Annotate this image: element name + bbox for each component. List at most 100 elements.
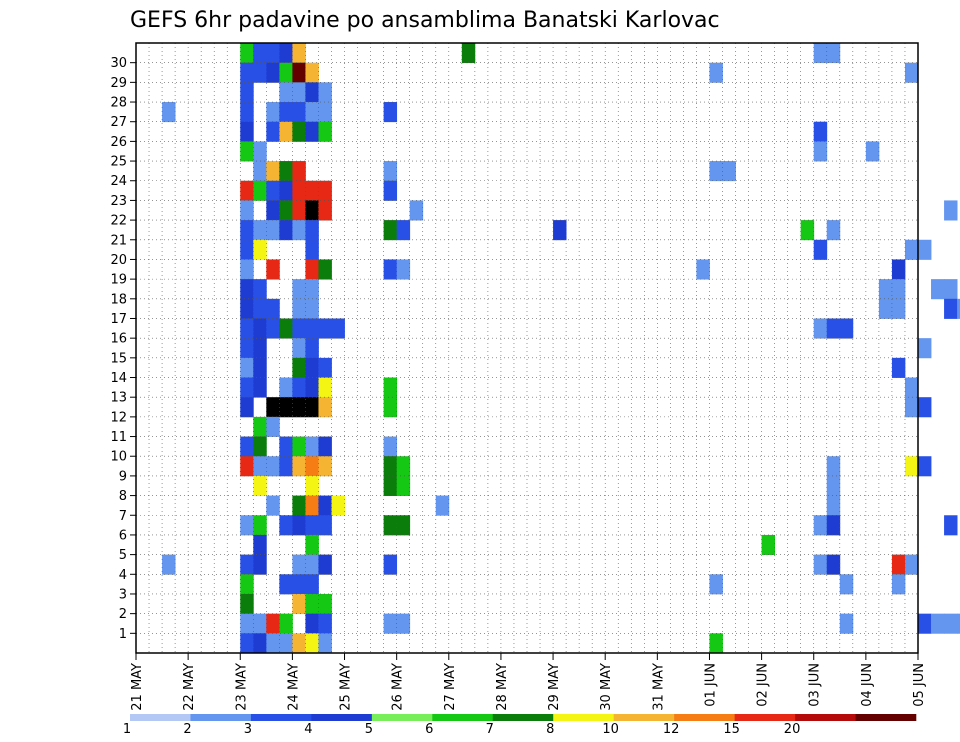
date-tick-label: 22 MAY [182,663,197,711]
colorbar-tick-label: 10 [602,722,619,737]
member-tick-label: 10 [110,450,127,465]
precip-cell [305,279,319,300]
precip-cell [240,318,254,339]
precip-cell [839,613,854,634]
precip-cell [839,318,854,339]
member-tick-label: 9 [119,469,127,484]
precip-cell [266,298,280,319]
precip-cell [240,574,254,595]
date-tick-label: 02 JUN [756,663,771,707]
precip-cell [305,515,319,536]
member-tick-label: 7 [119,509,127,524]
colorbar-tick-label: 15 [723,722,740,737]
precip-cell [240,200,254,221]
precip-cell [162,554,176,575]
precip-cell [318,456,332,477]
member-tick-label: 28 [110,96,127,111]
member-tick-label: 4 [119,568,127,583]
precip-cell [240,633,254,654]
precip-cell [292,200,306,221]
precip-cell [240,259,254,280]
date-tick-label: 25 MAY [339,663,354,711]
colorbar-tick-label: 7 [486,722,494,737]
precip-cell [305,180,319,201]
precip-cell [826,515,841,536]
precip-cell [266,416,280,437]
member-tick-label: 20 [110,253,127,268]
precip-cell [318,515,332,536]
precip-cell [305,534,319,556]
precip-cell [878,279,893,300]
precip-cell [240,554,254,575]
precip-cell [292,456,306,477]
precip-cell [266,259,280,280]
precip-cell [279,574,293,595]
precip-cell [813,239,828,260]
precip-cell [292,574,306,595]
precip-cell [891,574,906,595]
precip-cell [891,279,906,300]
precip-cell [722,161,736,182]
member-tick-label: 2 [119,607,127,622]
precip-cell [813,141,828,162]
precip-cell [279,220,293,241]
precip-cell [918,456,932,477]
member-tick-label: 21 [110,233,127,248]
colorbar-swatch [674,714,735,721]
precip-cell [266,318,280,339]
precip-cell [292,593,306,615]
plot-frame [135,42,919,654]
date-tick-label: 04 JUN [860,663,875,707]
precip-cell [253,62,267,83]
precip-cell [826,456,841,477]
precip-cell [383,377,398,398]
precip-cell [240,239,254,260]
precip-cell [709,574,723,595]
colorbar-swatch [492,714,554,721]
precip-cell [279,121,293,142]
precip-cell [305,397,319,418]
precip-cell [292,220,306,241]
precip-cell [865,141,880,162]
precip-cell [318,633,332,654]
precip-cell [266,121,280,142]
precip-cell [292,338,306,359]
precip-cell [292,515,306,536]
precip-cell [826,475,841,496]
precip-cell [240,121,254,142]
precip-cell [253,554,267,575]
precip-cell [279,200,293,221]
precip-cell [266,495,280,516]
precip-cell [253,298,267,319]
colorbar-swatch [795,714,856,721]
precip-cell [266,43,280,64]
colorbar-tick-label: 4 [304,722,312,737]
precip-cell [292,82,306,103]
precip-cell [305,239,319,260]
precip-cell [253,416,267,437]
precip-cell [305,357,319,378]
precip-cell [305,633,319,654]
precip-cell [240,515,254,536]
precip-cell [383,220,398,241]
precip-cell [383,397,398,418]
colorbar-swatch [311,714,373,721]
member-tick-label: 14 [110,371,127,386]
precip-cell [944,279,958,300]
date-tick-label: 01 JUN [703,663,718,707]
precip-cell [318,613,332,634]
precip-cell [918,239,932,260]
date-tick-label: 26 MAY [391,663,406,711]
precip-cell [396,515,411,536]
precip-cell [292,357,306,378]
precip-cell [266,180,280,201]
precip-cell [891,298,906,319]
precip-cell [240,180,254,201]
date-tick-label: 27 MAY [443,663,458,711]
precip-cell [331,495,345,516]
precip-cell [279,397,293,418]
precip-cell [383,554,398,575]
precip-cell [292,279,306,300]
precip-cell [240,220,254,241]
precip-cell [709,633,723,654]
